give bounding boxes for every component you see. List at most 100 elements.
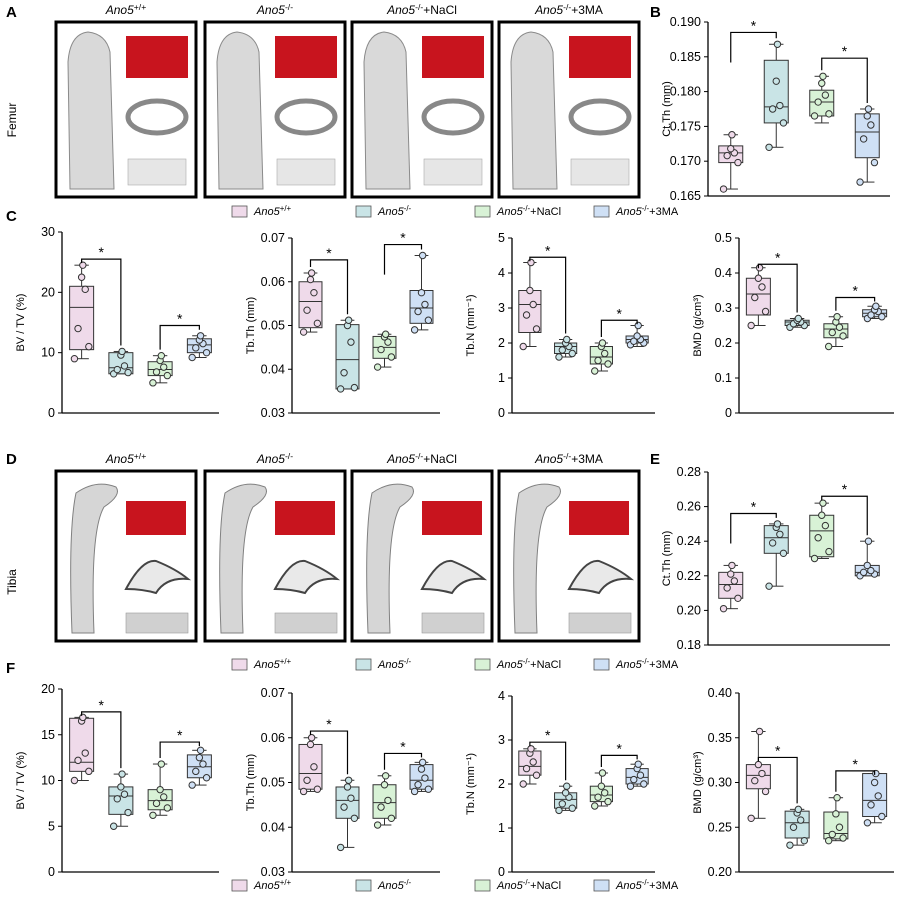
- data-point: [594, 793, 602, 801]
- data-point: [192, 767, 200, 776]
- data-point: [835, 823, 844, 831]
- data-point: [156, 785, 164, 794]
- y-tick-label: 0.40: [708, 686, 732, 700]
- significance-bracket-1: *: [159, 311, 200, 350]
- box-femur_tbth-group-2: [372, 330, 397, 371]
- data-point: [591, 802, 599, 810]
- scan-panel-femur-1: Ano5-/-: [203, 2, 347, 199]
- significance-star: *: [326, 716, 332, 732]
- trabecular-bone-render: [569, 501, 629, 535]
- data-point: [299, 328, 308, 336]
- data-point: [794, 314, 803, 323]
- data-point: [600, 789, 609, 797]
- panel-label-f: F: [6, 660, 15, 677]
- data-point: [381, 772, 390, 780]
- data-point: [723, 151, 731, 160]
- y-tick-label: 0.190: [670, 15, 701, 29]
- data-point: [414, 307, 422, 316]
- bracket-line: [81, 711, 122, 769]
- box-tibia_tbth-group-0: [298, 734, 323, 796]
- cortical-cross-section: [274, 98, 338, 136]
- box-femur_tbn-group-0: [518, 258, 542, 351]
- bracket-line: [159, 741, 200, 759]
- y-axis-label: BMD (g/cm³): [692, 751, 704, 813]
- y-tick-label: 0.04: [261, 820, 285, 834]
- y-tick-label: 0.35: [708, 731, 732, 745]
- data-point: [149, 811, 157, 819]
- femur-longitudinal-section: [363, 31, 411, 190]
- data-point: [779, 119, 788, 127]
- data-point: [761, 307, 770, 316]
- box-femur_tbn-group-2: [589, 339, 613, 375]
- data-point: [630, 337, 638, 345]
- data-point: [867, 311, 875, 319]
- significance-star: *: [326, 245, 332, 261]
- significance-star: *: [775, 249, 781, 265]
- data-point: [730, 577, 739, 585]
- scan-panel-tibia-3: Ano5-/-+3MA: [497, 451, 641, 643]
- data-point: [202, 348, 211, 357]
- data-point: [786, 841, 794, 849]
- y-axis-label: Tb.Th (mm): [245, 297, 257, 354]
- box-iqr: [854, 113, 880, 159]
- data-point: [340, 369, 348, 377]
- data-point: [414, 781, 422, 789]
- data-point: [109, 822, 118, 830]
- data-point: [424, 785, 433, 793]
- chart-femur_bmd: 0 0.1 0.2 0.3 0.4 0.5 BMD (g/cm³) * *: [692, 231, 894, 420]
- data-point: [519, 342, 527, 351]
- scan-title-tibia-1: Ano5-/-: [256, 451, 293, 466]
- y-tick-label: 0.175: [670, 119, 701, 133]
- legend-entry-d-2: Ano5-/-+NaCl: [474, 657, 561, 671]
- data-point: [723, 584, 731, 592]
- bracket-line: [159, 324, 200, 350]
- y-tick-label: 0.170: [670, 154, 701, 168]
- data-point: [336, 385, 345, 393]
- significance-bracket-1: *: [600, 740, 638, 767]
- bracket-line: [821, 495, 868, 536]
- box-femur_bvtv-group-3: [186, 332, 212, 362]
- data-point: [819, 72, 827, 80]
- box-tibia_bmd-group-1: [784, 805, 810, 849]
- chart-tibia_bmd: 0.20 0.25 0.30 0.35 0.40 BMD (g/cm³) * *: [692, 686, 894, 879]
- data-point: [558, 800, 567, 808]
- data-point: [864, 105, 873, 113]
- scan-title-tibia-0: Ano5+/+: [105, 451, 147, 466]
- data-point: [863, 112, 871, 120]
- data-point: [347, 794, 355, 802]
- legend-entry-c-1: Ano5-/-: [355, 204, 412, 218]
- legend-swatch: [355, 205, 372, 218]
- trabecular-bone-render: [275, 36, 337, 78]
- data-point: [825, 547, 833, 556]
- y-tick-label: 0.25: [708, 820, 732, 834]
- data-point: [878, 313, 886, 321]
- y-tick-label: 20: [41, 285, 55, 299]
- y-tick-label: 0.1: [715, 371, 732, 385]
- data-point: [818, 79, 826, 87]
- data-point: [377, 345, 385, 354]
- y-tick-label: 0.180: [670, 85, 701, 99]
- significance-star: *: [751, 17, 757, 33]
- significance-star: *: [177, 311, 183, 327]
- legend-swatch: [593, 879, 610, 892]
- box-tibia_tbn-group-2: [589, 769, 613, 810]
- cortical-cross-section: [273, 559, 341, 595]
- box-femur_ctth-group-0: [718, 131, 744, 193]
- bracket-line: [309, 259, 349, 315]
- chart-femur_ctth: 0.165 0.170 0.175 0.180 0.185 0.190 Ct.Th (mm)…: [661, 15, 890, 203]
- data-point: [604, 360, 612, 368]
- data-point: [758, 283, 766, 291]
- data-point: [867, 121, 875, 129]
- data-point: [754, 274, 763, 282]
- significance-bracket-1: *: [821, 43, 868, 103]
- y-tick-label: 15: [41, 728, 55, 742]
- data-point: [418, 758, 427, 767]
- y-axis-label: Tb.N (mm⁻¹): [465, 753, 477, 815]
- data-point: [773, 40, 782, 48]
- data-point: [522, 311, 531, 319]
- data-point: [636, 771, 645, 779]
- data-point: [561, 789, 570, 797]
- significance-bracket-0: *: [529, 727, 567, 781]
- scan-title-femur-2: Ano5-/-+NaCl: [386, 2, 457, 17]
